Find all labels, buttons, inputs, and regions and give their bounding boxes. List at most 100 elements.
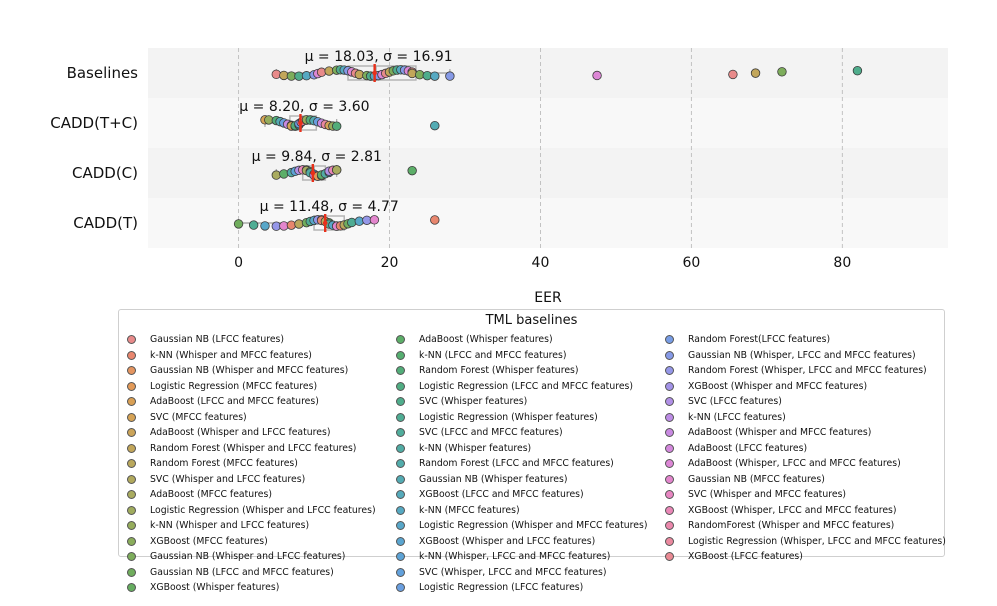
stat-annotation: μ = 11.48, σ = 4.77 <box>260 199 399 215</box>
legend-marker-icon <box>396 567 405 577</box>
x-axis-label: EER <box>534 290 562 306</box>
legend-marker-icon <box>127 397 136 407</box>
legend-item: Random Forest (LFCC and MFCC features) <box>396 456 647 472</box>
legend-item: Logistic Regression (Whisper features) <box>396 410 647 426</box>
legend-marker-icon <box>396 366 405 376</box>
stat-annotation: μ = 8.20, σ = 3.60 <box>239 99 369 115</box>
y-category-label: CADD(C) <box>72 164 138 182</box>
legend-item: k-NN (LFCC and MFCC features) <box>396 348 647 364</box>
legend-label: Gaussian NB (LFCC features) <box>150 334 285 346</box>
legend-label: Logistic Regression (Whisper and LFCC fe… <box>150 504 376 516</box>
legend-marker-icon <box>396 443 405 453</box>
legend-label: XGBoost (Whisper, LFCC and MFCC features… <box>688 504 897 516</box>
legend-item: AdaBoost (Whisper and MFCC features) <box>665 425 946 441</box>
legend-item: k-NN (LFCC features) <box>665 410 946 426</box>
data-point <box>294 219 304 229</box>
legend-item: Gaussian NB (Whisper, LFCC and MFCC feat… <box>665 348 946 364</box>
legend-item: Gaussian NB (Whisper and MFCC features) <box>127 363 376 379</box>
legend-item: XGBoost (Whisper and LFCC features) <box>396 534 647 550</box>
legend-marker-icon <box>665 428 674 438</box>
data-point <box>407 68 417 79</box>
legend-marker-icon <box>665 335 674 345</box>
legend-label: k-NN (Whisper features) <box>419 442 532 454</box>
legend-item: Gaussian NB (LFCC and MFCC features) <box>127 565 376 581</box>
legend-marker-icon <box>396 335 405 345</box>
data-point <box>331 165 342 175</box>
legend-label: Logistic Regression (Whisper features) <box>419 411 598 423</box>
legend-marker-icon <box>396 350 405 360</box>
legend-marker-icon <box>396 536 405 546</box>
legend-marker-icon <box>396 381 405 391</box>
legend-item: Logistic Regression (Whisper and LFCC fe… <box>127 503 376 519</box>
legend-label: k-NN (Whisper, LFCC and MFCC features) <box>419 551 611 563</box>
x-tick-label: 40 <box>532 255 550 271</box>
stat-annotation: μ = 9.84, σ = 2.81 <box>252 149 382 165</box>
legend-label: Random Forest (LFCC and MFCC features) <box>419 458 614 470</box>
legend-item: Gaussian NB (Whisper and LFCC features) <box>127 549 376 565</box>
x-tick-label: 80 <box>833 255 851 271</box>
legend-column-1: Gaussian NB (LFCC features) k-NN (Whisper… <box>127 332 376 596</box>
data-point <box>233 219 244 229</box>
legend-item: SVC (Whisper and LFCC features) <box>127 472 376 488</box>
legend-item: Logistic Regression (MFCC features) <box>127 379 376 395</box>
legend-item: Gaussian NB (Whisper features) <box>396 472 647 488</box>
legend-marker-icon <box>665 366 674 376</box>
legend-item: k-NN (Whisper features) <box>396 441 647 457</box>
legend-label: AdaBoost (Whisper and MFCC features) <box>688 427 872 439</box>
legend-marker-icon <box>665 459 674 469</box>
legend-label: Random Forest (MFCC features) <box>150 458 298 470</box>
legend-title: TML baselines <box>485 313 578 328</box>
legend-item: k-NN (Whisper and LFCC features) <box>127 518 376 534</box>
legend-item: SVC (LFCC and MFCC features) <box>396 425 647 441</box>
legend-item: Logistic Regression (Whisper and MFCC fe… <box>396 518 647 534</box>
legend-marker-icon <box>665 412 674 422</box>
legend-label: RandomForest (Whisper and MFCC features) <box>688 520 895 532</box>
legend-label: XGBoost (Whisper and LFCC features) <box>419 535 596 547</box>
legend-item: AdaBoost (LFCC features) <box>665 441 946 457</box>
legend-item: Gaussian NB (MFCC features) <box>665 472 946 488</box>
legend-marker-icon <box>665 350 674 360</box>
legend-marker-icon <box>127 474 136 484</box>
legend-item: Logistic Regression (LFCC features) <box>396 580 647 596</box>
legend-item: XGBoost (LFCC and MFCC features) <box>396 487 647 503</box>
legend-label: SVC (Whisper features) <box>419 396 528 408</box>
legend-label: Gaussian NB (Whisper features) <box>419 473 568 485</box>
legend-label: Logistic Regression (Whisper, LFCC and M… <box>688 535 946 547</box>
legend-marker-icon <box>665 397 674 407</box>
legend-label: SVC (MFCC features) <box>150 411 247 423</box>
legend-label: AdaBoost (Whisper features) <box>419 334 553 346</box>
legend-marker-icon <box>665 443 674 453</box>
y-category-label: CADD(T) <box>73 214 138 232</box>
legend-marker-icon <box>665 505 674 515</box>
legend-label: k-NN (MFCC features) <box>419 504 520 516</box>
y-category-label: Baselines <box>67 64 139 82</box>
data-point <box>260 221 270 231</box>
legend-marker-icon <box>396 428 405 438</box>
legend-marker-icon <box>396 474 405 484</box>
legend-label: XGBoost (MFCC features) <box>150 535 268 547</box>
data-point <box>592 70 602 81</box>
data-point <box>728 69 738 80</box>
data-point <box>430 120 440 131</box>
legend-marker-icon <box>665 474 674 484</box>
data-point <box>777 67 787 77</box>
legend-item: XGBoost (MFCC features) <box>127 534 376 550</box>
legend: TML baselines Gaussian NB (LFCC features… <box>118 309 946 593</box>
legend-item: Random Forest (Whisper and LFCC features… <box>127 441 376 457</box>
legend-label: Random Forest (Whisper features) <box>419 365 579 377</box>
legend-marker-icon <box>127 567 136 577</box>
data-point <box>750 68 761 78</box>
legend-label: Logistic Regression (Whisper and MFCC fe… <box>419 520 648 532</box>
legend-marker-icon <box>665 536 674 546</box>
legend-item: k-NN (Whisper and MFCC features) <box>127 348 376 364</box>
legend-item: AdaBoost (Whisper features) <box>396 332 647 348</box>
legend-item: SVC (MFCC features) <box>127 410 376 426</box>
legend-item: k-NN (Whisper, LFCC and MFCC features) <box>396 549 647 565</box>
legend-label: AdaBoost (LFCC features) <box>688 442 808 454</box>
legend-marker-icon <box>127 443 136 453</box>
legend-item: AdaBoost (Whisper and LFCC features) <box>127 425 376 441</box>
legend-item: SVC (LFCC features) <box>665 394 946 410</box>
legend-label: k-NN (LFCC and MFCC features) <box>419 349 567 361</box>
legend-marker-icon <box>127 583 136 593</box>
legend-label: Gaussian NB (LFCC and MFCC features) <box>150 566 334 578</box>
